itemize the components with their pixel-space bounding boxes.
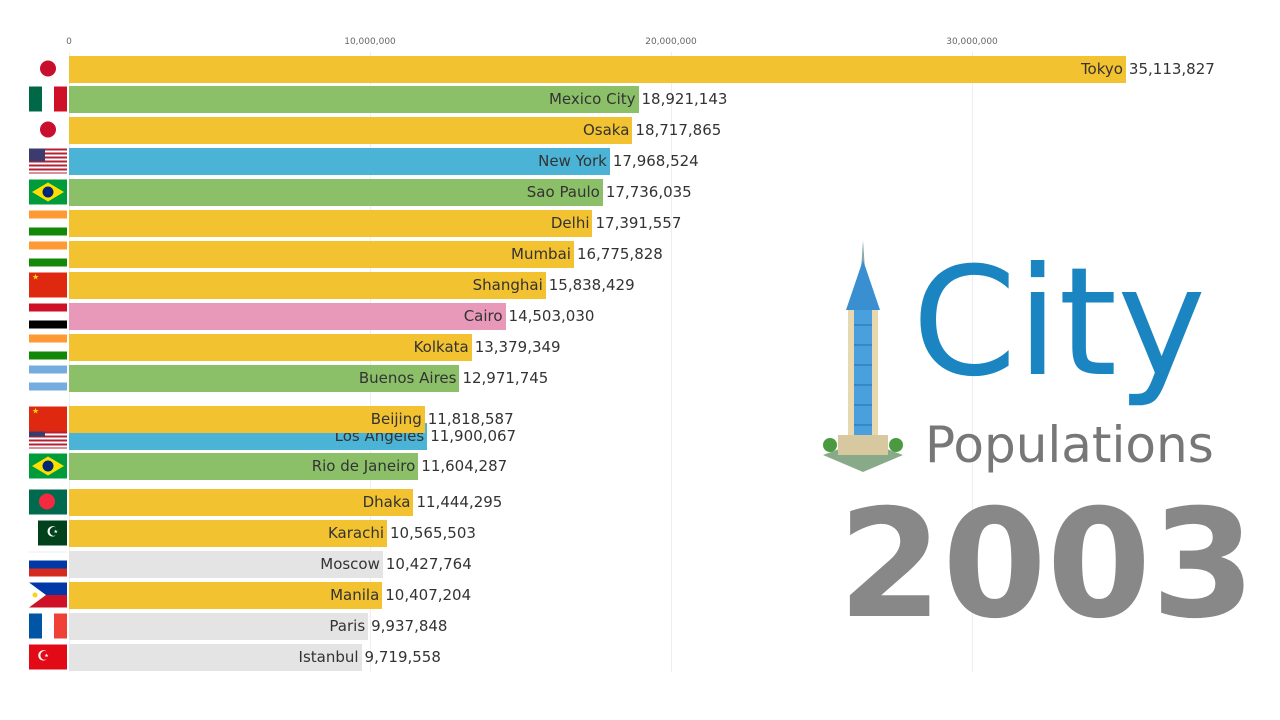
city-label: Mumbai: [511, 245, 571, 263]
value-label: 10,407,204: [385, 586, 472, 604]
flag-france-icon: [29, 613, 67, 639]
bar-mexico-city: [69, 85, 639, 113]
gridline: [671, 52, 672, 672]
value-label: 11,444,295: [416, 493, 503, 511]
value-label: 17,968,524: [612, 152, 699, 170]
x-tick-label: 30,000,000: [946, 37, 998, 47]
city-label: Paris: [329, 617, 366, 635]
value-label: 17,391,557: [595, 214, 682, 232]
year-label: 2003: [838, 478, 1256, 652]
city-label: Kolkata: [413, 338, 469, 356]
city-label: Cairo: [463, 307, 503, 325]
city-label: Mexico City: [548, 90, 636, 108]
value-label: 18,717,865: [635, 121, 722, 139]
title-populations: Populations: [925, 416, 1214, 474]
city-label: Moscow: [320, 555, 380, 573]
city-label: Sao Paulo: [526, 183, 600, 201]
city-label: Dhaka: [362, 493, 411, 511]
flag-china-icon: ★: [29, 272, 67, 298]
value-label: 11,900,067: [430, 427, 517, 445]
value-label: 14,503,030: [508, 307, 595, 325]
flag-argentina-icon: [29, 365, 67, 391]
bar-mumbai: [69, 240, 574, 268]
value-label: 15,838,429: [548, 276, 635, 294]
bar-paris: [69, 612, 369, 640]
city-label: Shanghai: [472, 276, 543, 294]
value-label: 11,604,287: [421, 457, 508, 475]
city-label: Buenos Aires: [358, 369, 457, 387]
flag-mexico-icon: [29, 86, 67, 112]
value-label: 9,719,558: [364, 648, 441, 666]
title-city: City: [912, 236, 1206, 410]
city-label: Tokyo: [1080, 60, 1123, 78]
flag-philippines-icon: [29, 582, 67, 608]
value-label: 18,921,143: [641, 90, 728, 108]
city-label: Manila: [330, 586, 380, 604]
bar-shanghai: [69, 271, 546, 299]
city-label: Osaka: [582, 121, 630, 139]
flag-india-icon: [29, 241, 67, 267]
flag-india-icon: [29, 210, 67, 236]
flag-india-icon: [29, 334, 67, 360]
city-label: Istanbul: [298, 648, 359, 666]
bar-cairo: [69, 302, 506, 330]
city-label: Karachi: [327, 524, 385, 542]
value-label: 16,775,828: [576, 245, 663, 263]
flag-russia-icon: [29, 551, 67, 577]
city-label: Delhi: [550, 214, 590, 232]
value-label: 17,736,035: [605, 183, 692, 201]
flag-japan-icon: [29, 117, 67, 143]
value-label: 12,971,745: [462, 369, 549, 387]
x-tick-label: 10,000,000: [344, 37, 396, 47]
bar-tokyo: [69, 55, 1126, 83]
x-tick-label: 0: [66, 37, 72, 47]
bar-dhaka: [69, 488, 414, 516]
x-tick-label: 20,000,000: [645, 37, 697, 47]
city-label: Rio de Janeiro: [311, 457, 416, 475]
skyscraper-illustration: [823, 240, 903, 472]
bar-beijing: [69, 405, 425, 433]
value-label: 10,565,503: [390, 524, 476, 542]
bar-kolkata: [69, 333, 472, 361]
flag-japan-icon: [29, 56, 67, 82]
value-label: 35,113,827: [1128, 60, 1215, 78]
gridline: [69, 52, 70, 672]
bar-karachi: [69, 519, 388, 547]
gridline: [972, 52, 973, 672]
bar-sao-paulo: [69, 178, 603, 206]
value-label: 13,379,349: [474, 338, 561, 356]
city-label: Beijing: [370, 410, 422, 428]
bar-istanbul: [69, 643, 362, 671]
flag-pakistan-icon: ☪: [29, 520, 67, 546]
bar-new-york: [69, 147, 610, 175]
flag-bangladesh-icon: [29, 489, 67, 515]
value-label: 11,818,587: [427, 410, 514, 428]
flag-turkey-icon: ☪: [29, 644, 67, 670]
value-label: 10,427,764: [385, 555, 472, 573]
flag-brazil-icon: [29, 179, 67, 205]
value-label: 9,937,848: [371, 617, 448, 635]
flag-usa-icon: [29, 148, 67, 174]
city-label: New York: [538, 152, 607, 170]
flag-china-icon: ★: [29, 406, 67, 432]
flag-brazil-icon: [29, 453, 67, 479]
bar-buenos-aires: [69, 364, 460, 392]
bar-moscow: [69, 550, 383, 578]
bar-delhi: [69, 209, 593, 237]
bar-manila: [69, 581, 383, 609]
gridline: [370, 52, 371, 672]
bar-rio-de-janeiro: [69, 452, 419, 480]
bar-osaka: [69, 116, 633, 144]
flag-egypt-icon: [29, 303, 67, 329]
